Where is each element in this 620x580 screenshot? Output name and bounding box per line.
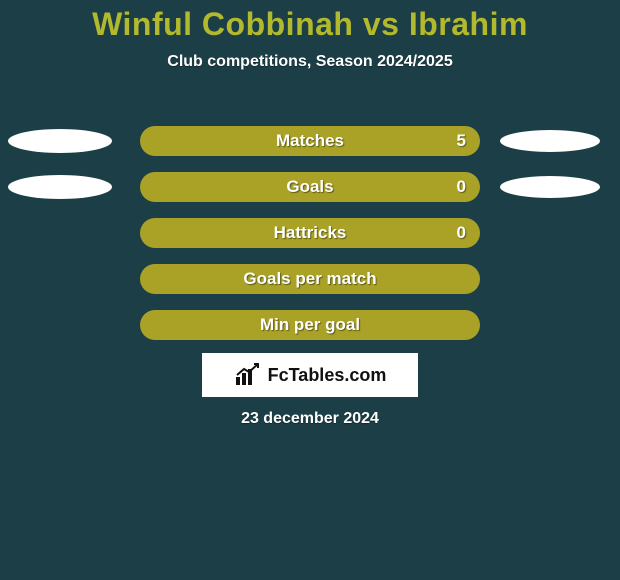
stat-row: Min per goal [0, 302, 620, 348]
stat-row: Matches 5 [0, 118, 620, 164]
player-right-ellipse [500, 176, 600, 198]
stat-row: Goals per match [0, 256, 620, 302]
logo-text: FcTables.com [268, 365, 387, 386]
stat-label: Goals per match [243, 269, 376, 289]
player-left-ellipse [8, 129, 112, 153]
stat-rows: Matches 5 Goals 0 Hattricks 0 Goals per match M… [0, 118, 620, 348]
date-line: 23 december 2024 [0, 410, 620, 428]
stat-row: Goals 0 [0, 164, 620, 210]
stat-label: Hattricks [274, 223, 347, 243]
stat-label: Matches [276, 131, 344, 151]
stat-label: Min per goal [260, 315, 360, 335]
logo-box: FcTables.com [202, 353, 418, 397]
stat-value-right: 5 [457, 131, 466, 151]
player-left-ellipse [8, 175, 112, 199]
page-title: Winful Cobbinah vs Ibrahim [0, 0, 620, 43]
stat-label: Goals [286, 177, 333, 197]
subtitle: Club competitions, Season 2024/2025 [0, 53, 620, 71]
comparison-infographic: Winful Cobbinah vs Ibrahim Club competit… [0, 0, 620, 580]
stat-bar: Min per goal [140, 310, 480, 340]
stat-bar: Hattricks 0 [140, 218, 480, 248]
stat-bar: Goals per match [140, 264, 480, 294]
stat-value-right: 0 [457, 177, 466, 197]
bar-chart-icon [234, 363, 262, 387]
stat-value-right: 0 [457, 223, 466, 243]
stat-row: Hattricks 0 [0, 210, 620, 256]
stat-bar: Goals 0 [140, 172, 480, 202]
stat-bar: Matches 5 [140, 126, 480, 156]
player-right-ellipse [500, 130, 600, 152]
